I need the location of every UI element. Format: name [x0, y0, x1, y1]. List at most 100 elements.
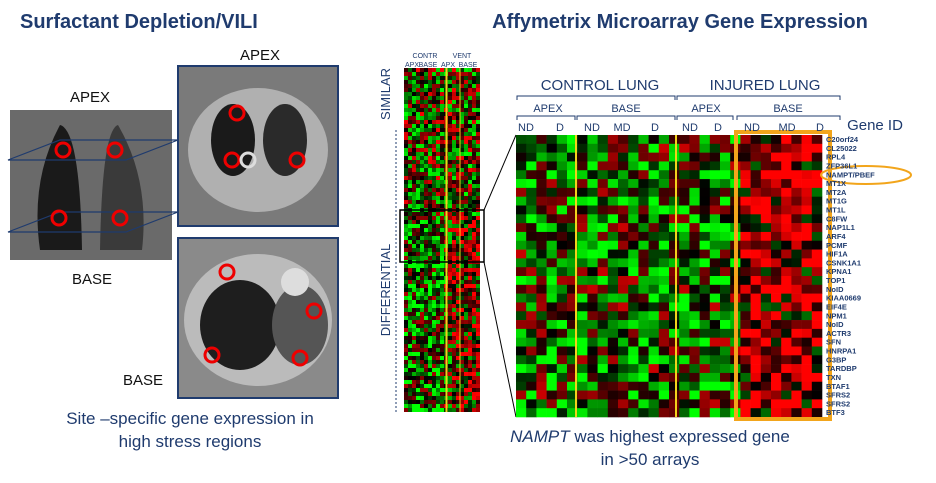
- heat-cell: [740, 399, 751, 409]
- strip-cell: [452, 200, 456, 204]
- strip-cell: [428, 344, 432, 348]
- heat-cell: [536, 223, 547, 233]
- heat-cell: [618, 267, 629, 277]
- strip-cell: [464, 92, 468, 96]
- strip-cell: [424, 180, 428, 184]
- strip-cell: [460, 280, 464, 284]
- strip-cell: [460, 308, 464, 312]
- strip-cell: [456, 200, 460, 204]
- heat-cell: [811, 214, 823, 224]
- strip-cell: [432, 304, 436, 308]
- strip-cell: [476, 316, 480, 320]
- strip-cell: [416, 200, 420, 204]
- heat-cell: [587, 311, 598, 321]
- strip-cell: [408, 120, 412, 124]
- heat-cell: [679, 328, 690, 338]
- strip-cell: [420, 408, 424, 412]
- strip-cell: [428, 140, 432, 144]
- heat-cell: [556, 135, 568, 145]
- strip-cell: [408, 236, 412, 240]
- strip-cell: [412, 68, 416, 72]
- strip-cell: [456, 244, 460, 248]
- strip-cell: [404, 116, 408, 120]
- heat-cell: [760, 320, 772, 330]
- heat-cell: [811, 135, 823, 145]
- strip-cell: [448, 296, 452, 300]
- strip-cell: [436, 380, 440, 384]
- strip-cell: [436, 84, 440, 88]
- strip-cell: [440, 316, 444, 320]
- strip-cell: [420, 204, 424, 208]
- strip-cell: [404, 76, 408, 80]
- strip-cell: [404, 204, 408, 208]
- strip-cell: [408, 116, 412, 120]
- strip-cell: [452, 132, 456, 136]
- heat-cell: [720, 399, 731, 409]
- heat-cell: [526, 214, 537, 224]
- heat-cell: [587, 267, 598, 277]
- strip-cell: [440, 308, 444, 312]
- strip-cell: [464, 336, 468, 340]
- strip-cell: [460, 288, 464, 292]
- heat-cell: [607, 267, 619, 277]
- gene-label: PCMF: [826, 241, 848, 250]
- heat-cell: [607, 135, 619, 145]
- strip-cell: [452, 88, 456, 92]
- strip-cell: [404, 92, 408, 96]
- heat-cell: [628, 302, 639, 312]
- heat-cell: [771, 135, 782, 145]
- heat-cell: [658, 408, 670, 418]
- heat-cell: [618, 311, 629, 321]
- zoom-line: [483, 261, 517, 418]
- heat-cell: [669, 152, 680, 162]
- zoom-line: [483, 134, 517, 211]
- strip-cell: [464, 244, 468, 248]
- heat-cell: [587, 381, 598, 391]
- heat-cell: [577, 196, 588, 206]
- heat-cell: [546, 170, 558, 180]
- heat-cell: [618, 170, 629, 180]
- heat-cell: [567, 337, 578, 347]
- strip-cell: [416, 308, 420, 312]
- strip-cell: [460, 388, 464, 392]
- strip-cell: [452, 68, 456, 72]
- strip-cell: [404, 368, 408, 372]
- strip-cell: [428, 104, 432, 108]
- strip-cell: [468, 160, 472, 164]
- strip-cell: [456, 272, 460, 276]
- strip-cell: [452, 396, 456, 400]
- strip-cell: [436, 128, 440, 132]
- heat-cell: [556, 196, 568, 206]
- strip-cell: [424, 192, 428, 196]
- strip-cell: [460, 340, 464, 344]
- heat-cell: [801, 223, 813, 233]
- strip-cell: [456, 324, 460, 328]
- subgroup-label: ND: [518, 122, 534, 134]
- strip-cell: [472, 276, 476, 280]
- strip-cell: [452, 76, 456, 80]
- heat-cell: [618, 372, 629, 383]
- heat-cell: [658, 328, 670, 338]
- heat-cell: [689, 311, 700, 321]
- strip-cell: [424, 204, 428, 208]
- heat-cell: [709, 372, 721, 383]
- heat-cell: [526, 328, 537, 338]
- heat-cell: [516, 372, 527, 383]
- heat-cell: [597, 231, 609, 242]
- heat-cell: [638, 170, 649, 180]
- heat-cell: [618, 320, 629, 330]
- heat-cell: [638, 143, 649, 153]
- strip-cell: [428, 376, 432, 380]
- strip-cell: [436, 152, 440, 156]
- heat-cell: [597, 355, 609, 365]
- heat-cell: [546, 372, 558, 383]
- heat-cell: [546, 355, 558, 365]
- strip-cell: [424, 360, 428, 364]
- strip-cell: [420, 176, 424, 180]
- strip-cell: [428, 240, 432, 244]
- strip-cell: [408, 92, 412, 96]
- heat-cell: [699, 249, 711, 259]
- heat-cell: [679, 355, 690, 365]
- strip-cell: [420, 96, 424, 100]
- strip-cell: [436, 204, 440, 208]
